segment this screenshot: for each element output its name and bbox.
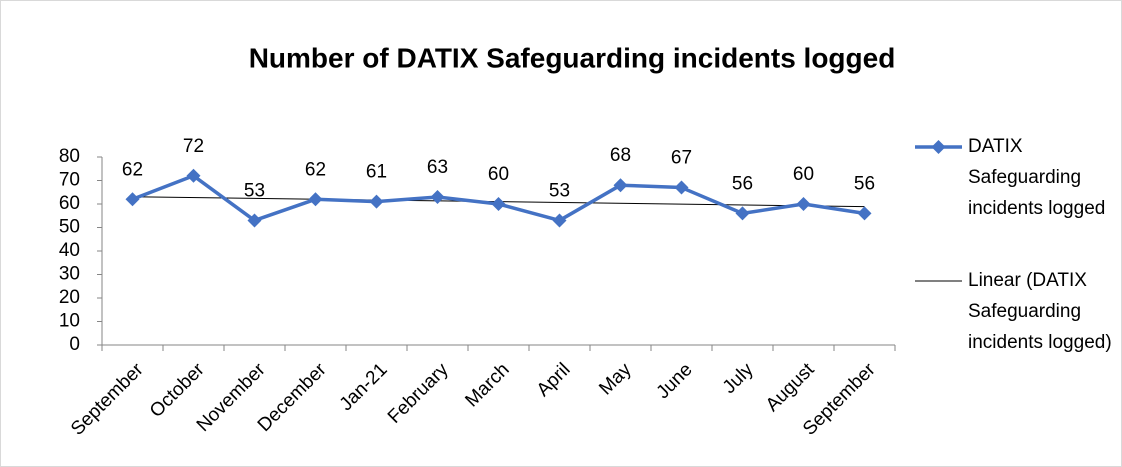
data-point	[735, 206, 750, 221]
data-label: 53	[549, 180, 570, 201]
data-label: 62	[305, 159, 326, 180]
data-point	[857, 206, 872, 221]
y-tick-label: 60	[59, 193, 80, 214]
data-point	[674, 180, 689, 195]
data-point	[369, 194, 384, 209]
y-tick-label: 80	[59, 146, 80, 167]
data-point	[247, 213, 262, 228]
data-point	[613, 178, 628, 193]
y-tick-label: 40	[59, 240, 80, 261]
data-point	[552, 213, 567, 228]
data-point	[186, 168, 201, 183]
data-point	[125, 192, 140, 207]
data-label: 56	[854, 173, 875, 194]
chart-title: Number of DATIX Safeguarding incidents l…	[249, 42, 896, 73]
data-label: 56	[732, 173, 753, 194]
data-label: 72	[183, 136, 204, 157]
data-label: 63	[427, 157, 448, 178]
data-point	[430, 189, 445, 204]
y-tick-label: 30	[59, 264, 80, 285]
legend-series: DATIX Safeguarding incidents logged	[968, 136, 1106, 219]
data-label: 60	[793, 164, 814, 185]
data-label: 60	[488, 164, 509, 185]
data-point	[796, 197, 811, 211]
y-tick-label: 0	[69, 334, 80, 355]
data-label: 67	[671, 148, 692, 169]
y-tick-label: 20	[59, 287, 80, 308]
data-label: 68	[610, 145, 631, 166]
y-tick-label: 70	[59, 170, 80, 191]
legend-marker	[931, 140, 946, 154]
data-label: 53	[244, 180, 265, 201]
data-label: 62	[122, 159, 143, 180]
y-tick-label: 10	[59, 311, 80, 332]
legend-trendline: Linear (DATIX Safeguarding incidents log…	[968, 270, 1112, 353]
data-point	[491, 197, 506, 211]
data-label: 61	[366, 162, 387, 183]
y-tick-label: 50	[59, 217, 80, 238]
data-point	[308, 192, 323, 207]
